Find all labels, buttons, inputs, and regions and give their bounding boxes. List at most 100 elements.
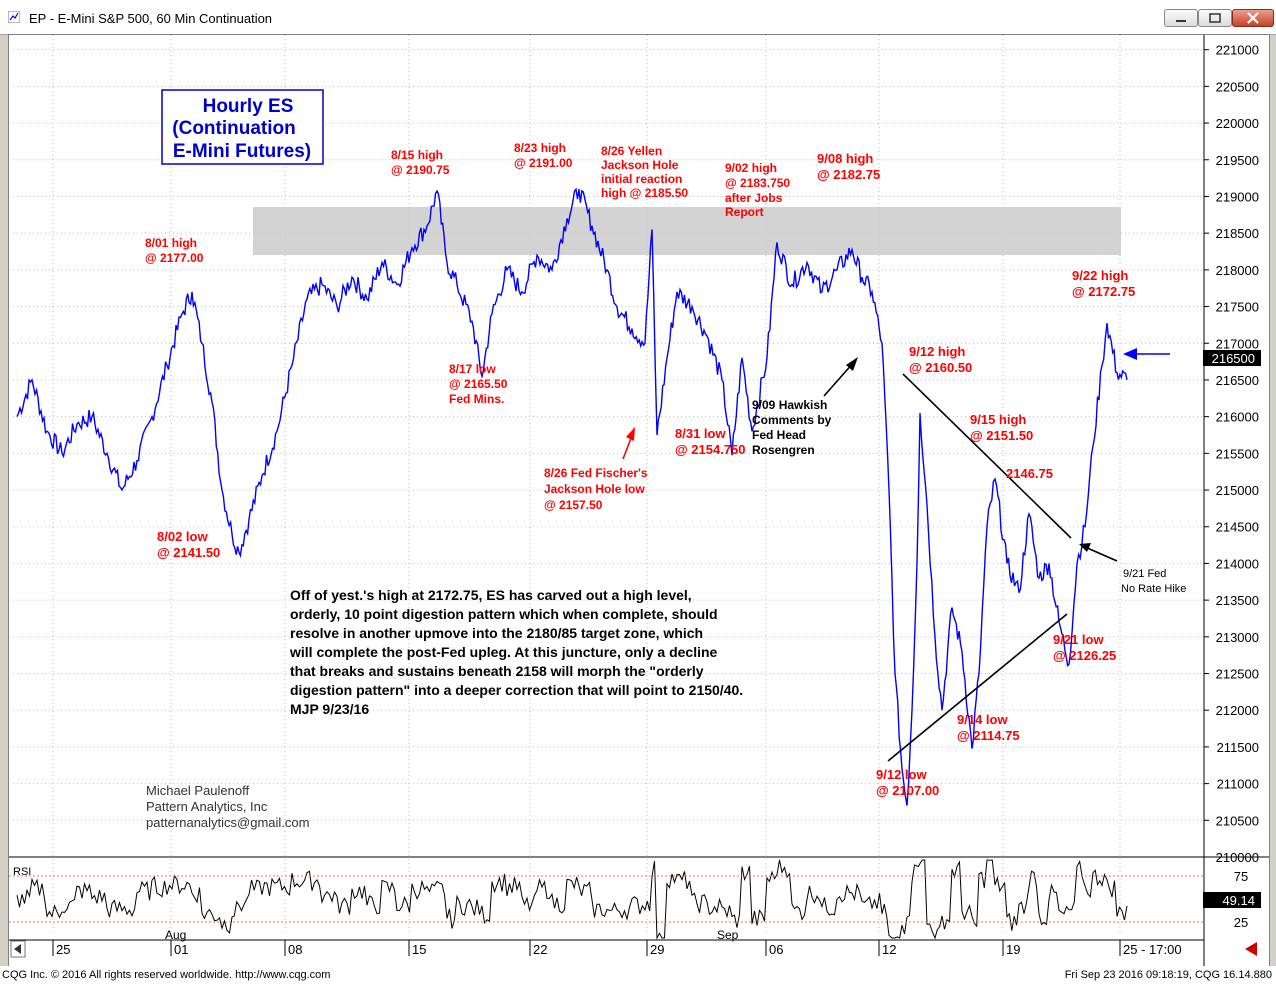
title-line-3: E-Mini Futures) [173, 141, 311, 162]
label-912-high: 9/12 high @ 2160.50 [909, 344, 972, 375]
commentary-line: resolve in another upmove into the 2180/… [290, 625, 703, 641]
label-802: 8/02 low @ 2141.50 [157, 529, 220, 560]
y-tick-label: 213000 [1216, 630, 1259, 645]
fed-arrow [1084, 546, 1118, 562]
y-tick-label: 216500 [1216, 373, 1259, 388]
rsi-value-label: 49.14 [1222, 893, 1255, 908]
y-tick-label: 217500 [1216, 300, 1259, 315]
title-line-1: Hourly ES [203, 96, 294, 117]
title-bar: EP - E-Mini S&P 500, 60 Min Continuation [0, 0, 1276, 35]
scroll-left-icon[interactable] [10, 940, 26, 958]
title-line-2: (Continuation [172, 118, 295, 139]
close-icon [1247, 12, 1259, 24]
footer-copyright: CQG Inc. © 2016 All rights reserved worl… [2, 969, 331, 981]
x-tick-label: 06 [769, 942, 783, 957]
y-tick-label: 214000 [1216, 556, 1259, 571]
author-name: Michael Paulenoff [146, 783, 249, 798]
label-823: 8/23 high @ 2191.00 [514, 141, 573, 170]
last-price-arrowhead [1123, 348, 1137, 360]
y-tick-label: 210500 [1216, 813, 1259, 828]
annotations: 8/01 high @ 2177.00 8/02 low @ 2141.50 8/1… [145, 141, 1186, 798]
label-801: 8/01 high @ 2177.00 [145, 236, 204, 265]
month-label: Aug [165, 928, 186, 942]
rsi-panel: RSI 75 25 49.14 [9, 866, 1261, 930]
scroll-right-icon[interactable] [1245, 942, 1257, 956]
label-914: 9/14 low @ 2114.75 [957, 712, 1020, 743]
commentary-line: orderly, 10 point digestion pattern whic… [290, 606, 718, 622]
x-tick-label: 25 - 17:00 [1123, 942, 1182, 957]
fed-arrowhead [1079, 543, 1091, 552]
price-series-line [16, 187, 1128, 806]
window-title: EP - E-Mini S&P 500, 60 Min Continuation [29, 11, 273, 26]
y-tick-label: 218000 [1216, 263, 1259, 278]
y-tick-label: 217000 [1216, 336, 1259, 351]
status-footer: CQG Inc. © 2016 All rights reserved worl… [0, 966, 1276, 984]
y-tick-label: 213500 [1216, 593, 1259, 608]
label-908: 9/08 high @ 2182.75 [817, 151, 880, 182]
x-axis: 25 01 08 15 22 29 06 12 19 25 - 17:00 Aug Sep [9, 928, 1204, 957]
x-tick-label: 19 [1006, 942, 1020, 957]
rsi-line [16, 859, 1128, 940]
x-tick-label: 25 [56, 942, 70, 957]
label-817: 8/17 low @ 2165.50 Fed Mins. [449, 362, 508, 406]
y-tick-label: 211500 [1217, 740, 1259, 755]
commentary-line: Off of yest.'s high at 2172.75, ES has c… [290, 587, 692, 603]
commentary-line: digestion pattern" into a deeper correct… [290, 682, 743, 698]
rsi-level-label: 25 [1234, 915, 1248, 930]
x-tick-label: 12 [882, 942, 896, 957]
x-tick-label: 01 [174, 942, 188, 957]
y-tick-label: 212500 [1216, 667, 1259, 682]
upper-trendline [902, 373, 1072, 539]
fischer-arrowhead [626, 427, 635, 441]
author-company: Pattern Analytics, Inc [146, 799, 268, 814]
x-tick-label: 08 [288, 942, 302, 957]
hawkish-arrowhead [846, 357, 858, 371]
author-email: patternanalytics@gmail.com [146, 815, 309, 830]
minimize-button[interactable] [1164, 9, 1198, 27]
trendlines [887, 373, 1072, 762]
label-912-low: 9/12 low @ 2107.00 [876, 767, 939, 798]
x-tick-label: 22 [533, 942, 547, 957]
y-tick-label: 214500 [1216, 520, 1259, 535]
y-tick-label: 210000 [1216, 850, 1259, 865]
arrows [622, 348, 1170, 562]
title-box: Hourly ES (Continuation E-Mini Futures) [161, 89, 324, 165]
y-tick-label: 218500 [1216, 226, 1259, 241]
restore-icon [1209, 13, 1221, 23]
last-price-box [1203, 350, 1261, 366]
app-icon [8, 11, 20, 23]
chart-frame: Hourly ES (Continuation E-Mini Futures) … [8, 34, 1270, 968]
author: Michael Paulenoff Pattern Analytics, Inc… [146, 783, 309, 830]
commentary-line: that breaks and sustains beneath 2158 wi… [290, 663, 704, 679]
y-tick-label: 219000 [1216, 189, 1259, 204]
hawkish-arrow [823, 361, 855, 397]
label-902: 9/02 high @ 2183.750 after Jobs Report [725, 161, 790, 219]
footer-timestamp: Fri Sep 23 2016 09:18:19, CQG 16.14.880 [1064, 969, 1272, 981]
month-label: Sep [717, 928, 739, 942]
x-tick-label: 15 [412, 942, 426, 957]
target-zone [253, 207, 1121, 255]
label-909: 9/09 Hawkish Comments by Fed Head Rosengren [752, 398, 832, 457]
y-tick-label: 219500 [1216, 153, 1259, 168]
y-tick-label: 215500 [1216, 446, 1259, 461]
lower-trendline [887, 613, 1068, 762]
label-2146: 2146.75 [1006, 466, 1053, 481]
label-826-yellen: 8/26 Yellen Jackson Hole initial reaction h… [601, 144, 688, 200]
restore-button[interactable] [1198, 9, 1232, 27]
y-tick-label: 211000 [1217, 777, 1259, 792]
label-921-low: 9/21 low @ 2126.25 [1053, 632, 1116, 663]
minimize-icon [1176, 20, 1186, 22]
y-tick-label: 216000 [1216, 410, 1259, 425]
y-axis: 210000 210500 211000 211500 212000 212500 2130… [9, 35, 1269, 967]
label-915: 9/15 high @ 2151.50 [970, 412, 1033, 443]
label-831: 8/31 low @ 2154.750 [675, 426, 746, 457]
x-tick-label: 29 [650, 942, 664, 957]
rsi-level-label: 75 [1234, 869, 1248, 884]
commentary-line: will complete the post-Fed upleg. At thi… [289, 644, 718, 660]
close-button[interactable] [1232, 9, 1274, 27]
price-chart[interactable]: Hourly ES (Continuation E-Mini Futures) … [9, 35, 1269, 967]
label-921-fed: 9/21 Fed No Rate Hike [1121, 568, 1186, 595]
rsi-label: RSI [13, 866, 31, 878]
y-tick-label: 221000 [1216, 43, 1259, 58]
label-922: 9/22 high @ 2172.75 [1072, 268, 1135, 299]
